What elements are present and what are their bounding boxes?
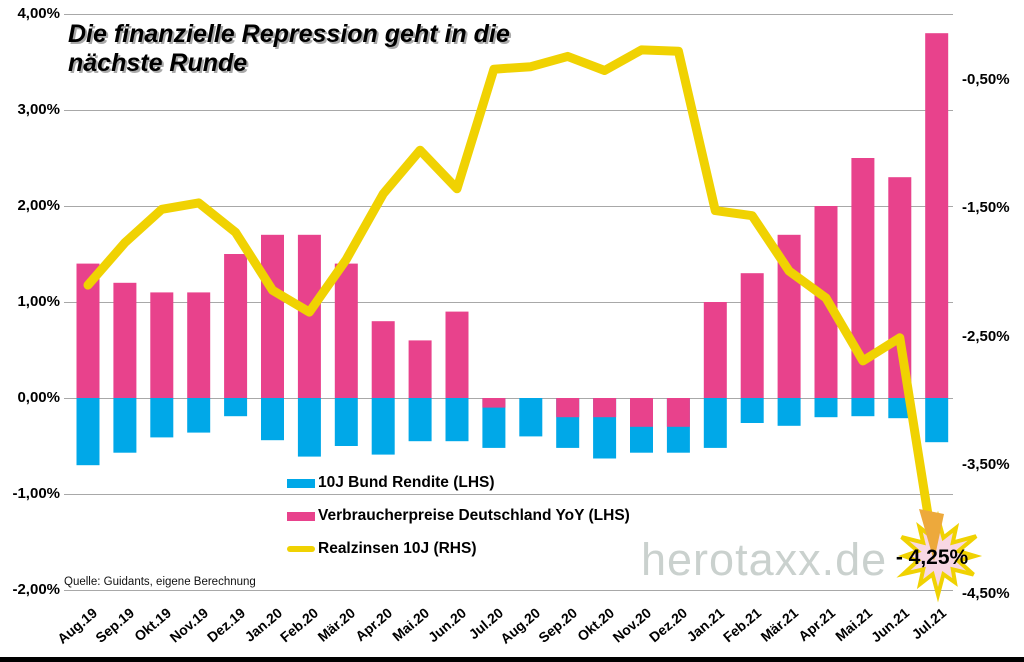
arrowhead-icon [919,509,944,561]
cpi-bar [630,398,653,427]
bund-bar [261,398,284,441]
bund-bar [334,398,358,446]
bund-bar [925,398,949,443]
bund-bar [113,398,137,453]
bund-bar [482,398,506,448]
cpi-bar [482,398,506,408]
bund-bar [814,398,838,418]
bottom-border [0,657,1024,662]
cpi-bar [224,254,248,398]
cpi-bars [76,33,949,427]
bund-bar [76,398,100,466]
bund-bar [851,398,875,417]
cpi-bar [113,282,137,398]
cpi-bar [408,340,432,398]
cpi-bar [371,321,395,398]
starburst-icon [896,510,983,603]
realzins-line [83,45,934,526]
bund-bar [187,398,211,433]
bund-bar [777,398,801,426]
bund-bar [150,398,174,438]
bund-bar [408,398,432,442]
bund-bar [519,398,543,437]
bund-bars [76,398,949,466]
bund-bar [888,398,912,419]
bund-bar [703,398,727,448]
bund-bar [297,398,321,457]
cpi-bar [261,234,284,398]
cpi-bar [334,263,358,398]
gridlines [64,14,953,591]
cpi-bar [150,292,174,398]
watermark: herotaxx.de [641,534,888,585]
cpi-bar [851,158,875,398]
bund-bar [371,398,395,455]
cpi-bar [925,33,949,398]
starburst-annotation [896,509,983,603]
cpi-bar [556,398,580,418]
realzins-polyline [83,45,934,526]
bund-bar [224,398,248,417]
cpi-bar [703,302,727,398]
cpi-bar [76,263,100,398]
cpi-bar [445,311,469,398]
cpi-bar [740,273,764,398]
cpi-bar [593,398,617,418]
cpi-bar [666,398,690,427]
bund-bar [740,398,764,423]
bund-bar [445,398,469,442]
cpi-bar [187,292,211,398]
